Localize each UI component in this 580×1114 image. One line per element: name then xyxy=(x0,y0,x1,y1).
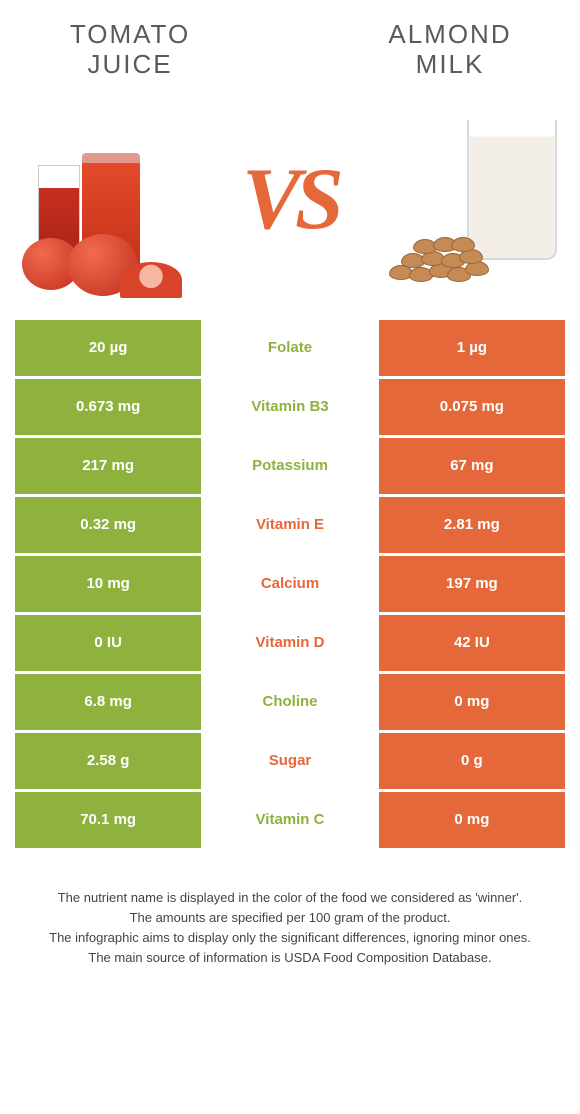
right-value-cell: 0.075 mg xyxy=(379,379,565,435)
nutrient-name-cell: Vitamin D xyxy=(201,615,378,671)
right-title-line1: ALMOND xyxy=(335,20,565,50)
right-value-cell: 1 µg xyxy=(379,320,565,376)
almond-milk-illustration xyxy=(385,120,565,290)
nutrient-name-cell: Calcium xyxy=(201,556,378,612)
left-title-line2: JUICE xyxy=(15,50,245,80)
right-title-block: ALMOND MILK xyxy=(335,20,565,80)
nutrient-table: 20 µgFolate1 µg0.673 mgVitamin B30.075 m… xyxy=(15,320,565,848)
right-value-cell: 42 IU xyxy=(379,615,565,671)
left-title-block: TOMATO JUICE xyxy=(15,20,245,80)
titles-row: TOMATO JUICE ALMOND MILK xyxy=(15,20,565,80)
left-value-cell: 10 mg xyxy=(15,556,201,612)
right-value-cell: 197 mg xyxy=(379,556,565,612)
right-value-cell: 0 mg xyxy=(379,674,565,730)
left-value-cell: 20 µg xyxy=(15,320,201,376)
table-row: 70.1 mgVitamin C0 mg xyxy=(15,792,565,848)
nutrient-name-cell: Folate xyxy=(201,320,378,376)
table-row: 2.58 gSugar0 g xyxy=(15,733,565,789)
infographic-root: TOMATO JUICE ALMOND MILK VS xyxy=(0,0,580,998)
left-food-image xyxy=(15,110,195,290)
footer-line: The nutrient name is displayed in the co… xyxy=(25,888,555,908)
tomato-juice-illustration xyxy=(20,120,190,290)
footer-line: The amounts are specified per 100 gram o… xyxy=(25,908,555,928)
footer-line: The main source of information is USDA F… xyxy=(25,948,555,968)
nutrient-name-cell: Choline xyxy=(201,674,378,730)
right-value-cell: 67 mg xyxy=(379,438,565,494)
right-title-line2: MILK xyxy=(335,50,565,80)
table-row: 0.673 mgVitamin B30.075 mg xyxy=(15,379,565,435)
left-value-cell: 70.1 mg xyxy=(15,792,201,848)
table-row: 0 IUVitamin D42 IU xyxy=(15,615,565,671)
right-food-image xyxy=(385,110,565,290)
left-value-cell: 2.58 g xyxy=(15,733,201,789)
nutrient-name-cell: Vitamin B3 xyxy=(201,379,378,435)
footer-notes: The nutrient name is displayed in the co… xyxy=(15,888,565,969)
table-row: 20 µgFolate1 µg xyxy=(15,320,565,376)
vs-label: VS xyxy=(242,149,338,250)
nutrient-name-cell: Vitamin E xyxy=(201,497,378,553)
right-value-cell: 0 mg xyxy=(379,792,565,848)
right-value-cell: 0 g xyxy=(379,733,565,789)
nutrient-name-cell: Vitamin C xyxy=(201,792,378,848)
left-value-cell: 0.673 mg xyxy=(15,379,201,435)
table-row: 0.32 mgVitamin E2.81 mg xyxy=(15,497,565,553)
left-value-cell: 217 mg xyxy=(15,438,201,494)
table-row: 217 mgPotassium67 mg xyxy=(15,438,565,494)
left-value-cell: 0 IU xyxy=(15,615,201,671)
table-row: 10 mgCalcium197 mg xyxy=(15,556,565,612)
nutrient-name-cell: Sugar xyxy=(201,733,378,789)
left-value-cell: 6.8 mg xyxy=(15,674,201,730)
left-title-line1: TOMATO xyxy=(15,20,245,50)
right-value-cell: 2.81 mg xyxy=(379,497,565,553)
images-row: VS xyxy=(15,110,565,290)
footer-line: The infographic aims to display only the… xyxy=(25,928,555,948)
table-row: 6.8 mgCholine0 mg xyxy=(15,674,565,730)
nutrient-name-cell: Potassium xyxy=(201,438,378,494)
left-value-cell: 0.32 mg xyxy=(15,497,201,553)
